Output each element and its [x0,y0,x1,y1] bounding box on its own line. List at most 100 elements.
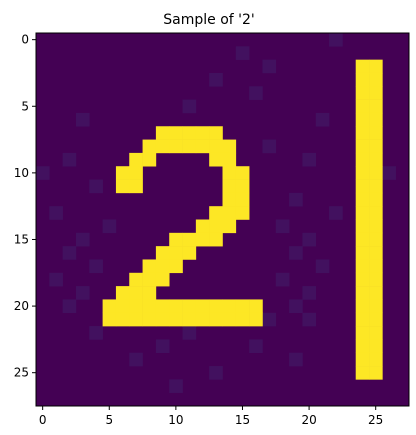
heatmap-cell [155,272,170,287]
heatmap-cell-noise [302,152,317,167]
heatmap-cell [115,299,130,314]
heatmap-cell [369,99,383,114]
heatmap-cell [355,232,370,247]
heatmap-cell [369,179,383,194]
heatmap-cell [235,166,250,180]
heatmap-cell [249,312,263,327]
heatmap-cell-noise [182,326,197,340]
heatmap-cell-noise [129,352,143,367]
heatmap-cell-noise [302,286,317,300]
heatmap-cell [209,232,223,247]
x-tick-label: 15 [235,413,250,427]
heatmap-cell [355,286,370,300]
heatmap-cell-noise [315,112,330,127]
heatmap-cell [369,126,383,140]
heatmap-cell-noise [289,352,303,367]
heatmap-cell [182,246,197,260]
x-tick-label: 25 [368,413,383,427]
heatmap-cell [195,232,210,247]
y-tick-label: 20 [14,299,29,313]
heatmap-cell [355,99,370,114]
heatmap-cell-noise [75,232,90,247]
heatmap-cell-noise [62,299,77,314]
y-tick-label: 15 [14,232,29,246]
x-tick-label: 20 [301,413,316,427]
heatmap-cell-noise [36,166,50,180]
heatmap-cell [115,286,130,300]
heatmap-cell [142,272,157,287]
heatmap-cell-noise [262,312,277,327]
heatmap-cell [369,352,383,367]
heatmap-cell [369,59,383,74]
heatmap-cell [182,299,197,314]
heatmap-cell [222,179,237,194]
heatmap-cell [209,219,223,234]
heatmap-cell [369,339,383,354]
heatmap-cell-noise [89,326,103,340]
heatmap-cell [195,312,210,327]
heatmap-cell [195,126,210,140]
heatmap-cell [355,86,370,100]
heatmap-cell [355,299,370,314]
heatmap-cell [369,232,383,247]
heatmap-cell-noise [155,339,170,354]
chart-title: Sample of '2' [163,12,255,28]
heatmap-cell [209,206,223,220]
heatmap-cell [155,126,170,140]
heatmap-cell [182,139,197,154]
heatmap-cell [355,272,370,287]
heatmap-cell [182,232,197,247]
heatmap-cell-noise [182,99,197,114]
heatmap-cell-noise [275,219,290,234]
heatmap-cell [369,312,383,327]
heatmap-cell [155,246,170,260]
plot-frame [35,32,410,407]
heatmap-cell [222,299,237,314]
heatmap-cell [195,219,210,234]
heatmap-cell [355,339,370,354]
heatmap-cell [115,312,130,327]
heatmap-cell-noise [249,86,263,100]
heatmap-cell-noise [249,339,263,354]
heatmap-cell [235,206,250,220]
heatmap-cell [142,312,157,327]
heatmap-cell [355,139,370,154]
heatmap-cell [195,299,210,314]
heatmap-cell [129,286,143,300]
heatmap-cell-noise [75,112,90,127]
heatmap-cell-noise [382,166,396,180]
heatmap-cell-noise [209,366,223,380]
heatmap-cell-noise [75,286,90,300]
heatmap-cell-noise [62,246,77,260]
heatmap-cell [155,139,170,154]
heatmap-cell-noise [49,272,63,287]
heatmap-cell [102,299,117,314]
heatmap-cell [169,246,183,260]
heatmap-cell-noise [235,46,250,60]
heatmap-cell [209,312,223,327]
heatmap-cell [369,272,383,287]
heatmap-cell [369,259,383,274]
x-tick-label: 10 [168,413,183,427]
heatmap-cell [182,126,197,140]
heatmap-cell [369,192,383,207]
heatmap-cell [209,126,223,140]
heatmap-cell-noise [302,232,317,247]
heatmap-cell-noise [289,192,303,207]
heatmap-cell [355,72,370,87]
heatmap-cell [155,259,170,274]
heatmap-cell [355,126,370,140]
y-tick-label: 25 [14,366,29,380]
heatmap-cell-noise [102,219,117,234]
heatmap-cell [355,112,370,127]
heatmap-cell-noise [329,33,343,47]
heatmap-cell [355,59,370,74]
heatmap-cell-noise [209,72,223,87]
heatmap-cell [155,312,170,327]
heatmap-cell [142,286,157,300]
heatmap-cell [142,259,157,274]
heatmap-cell-noise [289,299,303,314]
heatmap-cell [169,232,183,247]
heatmap-cell [169,299,183,314]
